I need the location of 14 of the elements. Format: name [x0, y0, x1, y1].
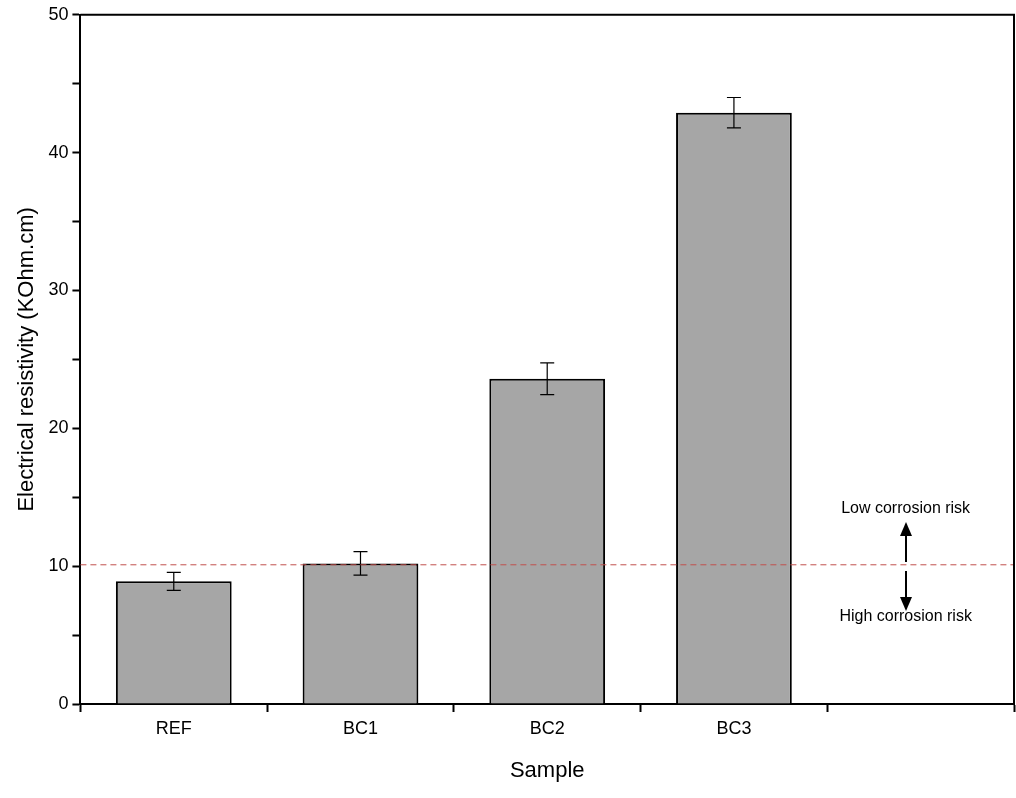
x-tick-label: BC1: [342, 717, 378, 738]
x-tick-label: REF: [155, 717, 192, 738]
y-tick-label: 0: [58, 692, 69, 713]
x-tick-label: BC2: [529, 717, 565, 738]
annotation: Low corrosion risk: [841, 499, 972, 517]
x-tick-label: BC3: [716, 717, 752, 738]
annotation: High corrosion risk: [839, 607, 973, 625]
y-tick-label: 10: [48, 555, 69, 576]
y-tick-label: 50: [48, 3, 69, 24]
x-axis-title: Sample: [509, 756, 585, 782]
y-tick-label: 30: [48, 279, 69, 300]
y-axis-title: Electrical resistivity (KOhm.cm): [13, 207, 39, 512]
y-tick-label: 20: [48, 417, 69, 438]
y-tick-label: 40: [48, 141, 69, 162]
